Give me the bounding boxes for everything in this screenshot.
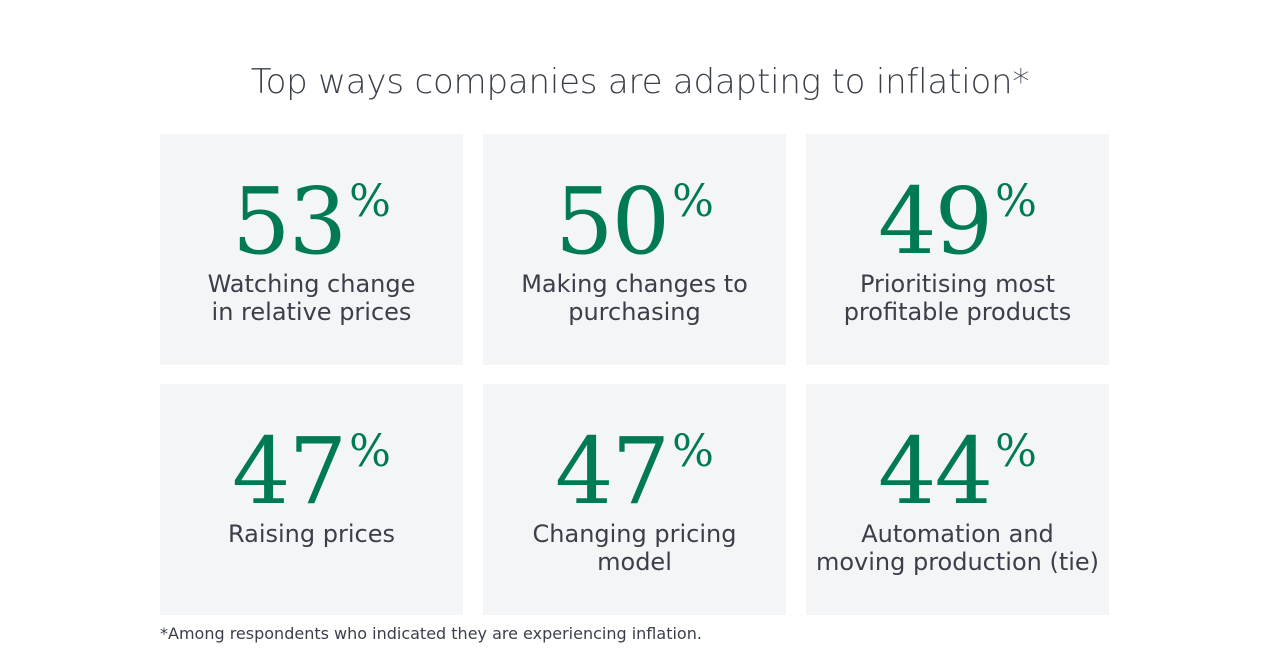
stat-number: 47 <box>232 418 347 525</box>
stat-card: 53 % Watching change in relative prices <box>160 134 463 365</box>
stat-label: Watching change in relative prices <box>207 270 416 326</box>
percent-sign: % <box>349 426 391 477</box>
footnote: *Among respondents who indicated they ar… <box>160 624 702 643</box>
stat-label: Raising prices <box>227 520 395 548</box>
stats-grid: 53 % Watching change in relative prices … <box>160 134 1109 615</box>
stat-value: 50 % <box>555 174 714 270</box>
stat-number: 50 <box>555 168 670 275</box>
stat-label: Making changes to purchasing <box>521 270 748 326</box>
percent-sign: % <box>349 176 391 227</box>
stat-value: 44 % <box>878 424 1037 520</box>
percent-sign: % <box>672 176 714 227</box>
stat-card: 47 % Raising prices <box>160 384 463 615</box>
percent-sign: % <box>672 426 714 477</box>
stat-value: 47 % <box>232 424 391 520</box>
stat-value: 53 % <box>232 174 391 270</box>
percent-sign: % <box>995 176 1037 227</box>
stat-card: 50 % Making changes to purchasing <box>483 134 786 365</box>
stat-label: Automation and moving production (tie) <box>815 520 1100 576</box>
stat-value: 49 % <box>878 174 1037 270</box>
percent-sign: % <box>995 426 1037 477</box>
stat-label: Prioritising most profitable products <box>843 270 1072 326</box>
stat-value: 47 % <box>555 424 714 520</box>
stat-card: 44 % Automation and moving production (t… <box>806 384 1109 615</box>
stat-number: 53 <box>232 168 347 275</box>
stat-number: 49 <box>878 168 993 275</box>
page-title: Top ways companies are adapting to infla… <box>250 62 1030 102</box>
stat-number: 47 <box>555 418 670 525</box>
stat-card: 49 % Prioritising most profitable produc… <box>806 134 1109 365</box>
stat-number: 44 <box>878 418 993 525</box>
stat-label: Changing pricing model <box>532 520 737 576</box>
stat-card: 47 % Changing pricing model <box>483 384 786 615</box>
